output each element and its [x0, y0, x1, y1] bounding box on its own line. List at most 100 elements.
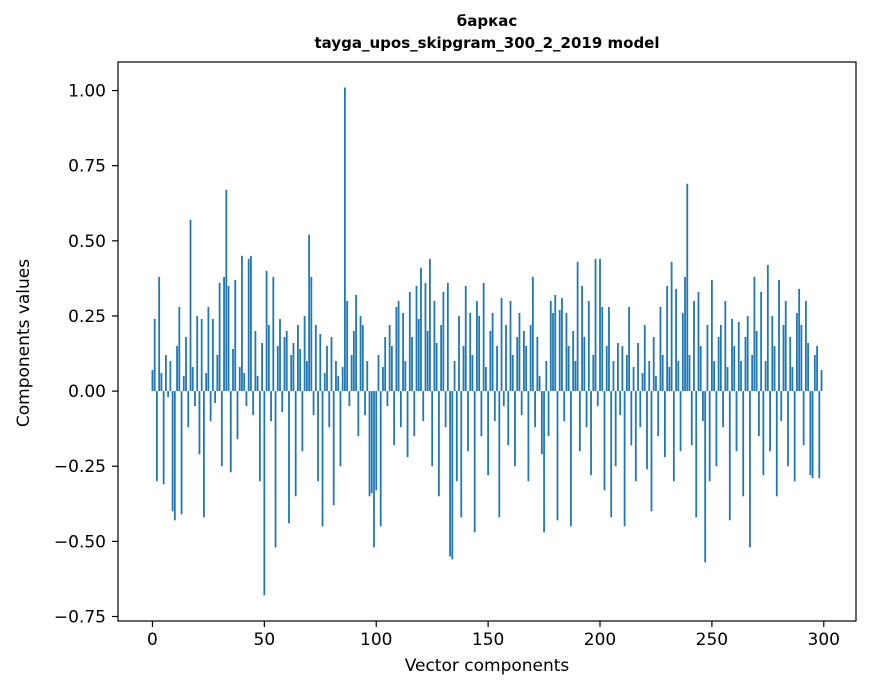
- bar: [480, 391, 483, 437]
- bar: [314, 324, 317, 392]
- bar: [355, 294, 357, 392]
- bar: [489, 330, 492, 392]
- bar: [811, 391, 814, 479]
- bar: [368, 391, 371, 497]
- bar: [610, 391, 613, 518]
- bar: [247, 258, 250, 392]
- bar: [518, 312, 521, 392]
- bar: [344, 87, 346, 392]
- bar: [502, 391, 505, 407]
- bar: [473, 391, 476, 533]
- bar: [205, 373, 208, 392]
- bar: [563, 391, 566, 422]
- bar: [252, 391, 255, 416]
- bar: [364, 391, 366, 416]
- bar: [498, 391, 501, 518]
- bar: [657, 391, 660, 437]
- bar: [505, 324, 507, 392]
- bar: [330, 336, 333, 392]
- bar: [420, 267, 422, 392]
- bar: [203, 391, 205, 518]
- bar: [605, 346, 608, 392]
- bar: [404, 361, 407, 392]
- bar: [570, 391, 572, 527]
- bar: [643, 324, 646, 392]
- bar: [514, 391, 516, 467]
- bar: [780, 391, 783, 422]
- bar: [778, 279, 780, 392]
- bar: [764, 361, 767, 392]
- bar: [621, 346, 624, 392]
- bar: [681, 312, 684, 392]
- bar: [326, 346, 328, 392]
- bar: [634, 391, 637, 482]
- x-tick-label: 50: [254, 630, 276, 650]
- bar: [281, 391, 284, 413]
- bar: [540, 391, 543, 455]
- bar: [637, 343, 639, 392]
- bar: [317, 391, 319, 482]
- bar: [332, 391, 335, 506]
- bar: [641, 373, 644, 392]
- bar: [798, 288, 801, 392]
- bar: [737, 321, 740, 392]
- bar: [189, 219, 192, 392]
- bar: [406, 391, 409, 458]
- y-tick-label: −0.75: [54, 607, 106, 627]
- bar: [757, 391, 760, 437]
- bar: [310, 276, 313, 392]
- bar: [402, 312, 404, 392]
- bar: [813, 355, 816, 392]
- bar: [283, 336, 286, 392]
- bar: [728, 391, 731, 521]
- bar: [292, 343, 295, 392]
- bar: [726, 367, 729, 392]
- bar: [319, 333, 322, 392]
- y-tick-label: 0.50: [68, 232, 106, 252]
- x-tick-label: 0: [147, 630, 158, 650]
- bar: [341, 367, 344, 392]
- bar: [751, 355, 754, 392]
- y-tick-label: 0.75: [68, 157, 106, 177]
- bar: [187, 391, 190, 428]
- bar: [361, 324, 364, 392]
- bar: [549, 300, 552, 392]
- bar: [699, 346, 702, 392]
- bar: [411, 336, 413, 392]
- bar: [395, 306, 398, 392]
- bar: [462, 346, 465, 392]
- bar: [608, 306, 610, 392]
- bar: [576, 261, 579, 392]
- chart-title: баркас tayga_upos_skipgram_300_2_2019 mo…: [118, 10, 856, 54]
- bar: [590, 391, 592, 476]
- bar: [742, 391, 745, 497]
- x-tick-label: 200: [584, 630, 616, 650]
- x-tick-label: 150: [472, 630, 504, 650]
- bar: [216, 355, 219, 392]
- bar: [323, 373, 326, 392]
- bar: [223, 276, 225, 392]
- bar: [516, 336, 519, 392]
- bar: [484, 367, 487, 392]
- bar: [706, 324, 709, 392]
- bar: [182, 376, 185, 392]
- bar: [719, 324, 722, 392]
- bar: [194, 391, 196, 407]
- bar: [270, 391, 272, 422]
- bar: [288, 391, 290, 524]
- bar: [664, 391, 666, 458]
- bar: [467, 391, 469, 452]
- bar: [482, 282, 485, 392]
- bar: [245, 391, 248, 407]
- bar: [337, 376, 340, 392]
- bar: [478, 315, 481, 392]
- bar: [227, 285, 230, 392]
- bar: [652, 336, 655, 392]
- bar: [677, 361, 680, 392]
- bar: [399, 391, 402, 428]
- bar: [581, 285, 583, 392]
- bar: [520, 391, 523, 416]
- bar: [632, 367, 635, 392]
- bar: [453, 361, 456, 392]
- bar: [672, 391, 675, 482]
